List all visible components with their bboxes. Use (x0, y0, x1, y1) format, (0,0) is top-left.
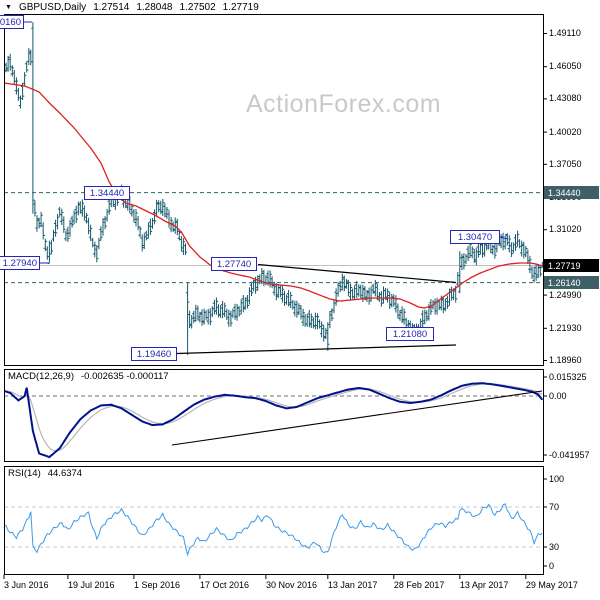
moving-average-line (4, 82, 543, 309)
current-price-chip: 1.27719 (544, 259, 599, 272)
date-axis-label: 13 Apr 2017 (459, 580, 509, 590)
symbol-period-label: GBPUSD,Daily (18, 1, 87, 13)
date-axis-label: 17 Oct 2016 (199, 580, 249, 590)
price-axis-label: 1.43080 (549, 93, 582, 104)
quote-open: 1.27514 (93, 1, 130, 13)
callout-connector-line (499, 236, 509, 240)
panel-border (4, 14, 544, 366)
macd-signal-line (4, 383, 543, 452)
key-level-chip: 1.26140 (544, 276, 599, 290)
rsi-panel-title: RSI(14) 44.6374 (8, 468, 82, 479)
macd-trendline[interactable] (171, 390, 543, 446)
price-axis-label: 1.21930 (549, 322, 582, 333)
quote-close: 1.27719 (222, 1, 259, 13)
price-axis-label: 1.49110 (549, 27, 581, 38)
price-axis-label: 1.40020 (549, 126, 582, 137)
macd-axis-label: 0.015325 (549, 371, 587, 382)
date-axis-label: 28 Feb 2017 (393, 580, 445, 590)
macd-panel-title: MACD(12,26,9) -0.002635 -0.000117 (8, 371, 169, 382)
date-axis-label: 3 Jun 2016 (4, 580, 49, 590)
date-axis-label: 30 Nov 2016 (265, 580, 317, 590)
rsi-axis-label: 100 (549, 473, 565, 484)
rsi-axis-label: 30 (549, 541, 560, 552)
date-axis-label: 29 May 2017 (525, 580, 578, 590)
rsi-panel (4, 503, 543, 557)
price-axis-label: 1.18960 (549, 355, 582, 365)
key-level-chip: 1.34440 (544, 186, 599, 200)
rsi-indicator-label: RSI(14) (8, 468, 41, 479)
date-axis-label: 13 Jan 2017 (327, 580, 378, 590)
quote-high: 1.28048 (136, 1, 173, 13)
rsi-axis-label: 70 (549, 501, 560, 512)
price-callout-label[interactable]: 1.27940 (0, 256, 40, 270)
macd-axis-label: 0.00 (549, 390, 567, 401)
rsi-axis-label: 0 (549, 560, 555, 571)
price-callout-label[interactable]: 1.30470 (450, 230, 500, 244)
macd-main-line (4, 382, 543, 459)
macd-indicator-values: -0.002635 -0.000117 (81, 371, 169, 382)
price-axis-label: 1.46050 (549, 61, 582, 72)
macd-panel (4, 382, 543, 459)
chart-title-bar: ▼ GBPUSD,Daily 1.27514 1.28048 1.27502 1… (5, 1, 259, 13)
price-callout-label[interactable]: 1.34440 (84, 186, 130, 200)
price-axis-label: 1.24990 (549, 289, 582, 300)
rsi-indicator-values: 44.6374 (47, 468, 83, 479)
watermark: ActionForex.com (246, 90, 442, 118)
quote-low: 1.27502 (179, 1, 216, 13)
date-axis-label: 19 Jul 2016 (67, 580, 115, 590)
price-trendline[interactable] (257, 263, 457, 284)
macd-indicator-label: MACD(12,26,9) (8, 371, 74, 382)
price-callout-label[interactable]: 1.19460 (131, 347, 177, 361)
symbol-dropdown-arrow: ▼ (5, 3, 12, 11)
price-axis-label: 1.37050 (549, 158, 582, 169)
price-callout-label[interactable]: 1.21080 (386, 327, 434, 341)
macd-axis-label: -0.041957 (549, 449, 590, 460)
panel-border (4, 466, 544, 575)
price-trendline[interactable] (176, 344, 457, 355)
price-axis-label: 1.31020 (549, 224, 582, 235)
rsi-line (4, 503, 543, 557)
panel-border (4, 369, 544, 462)
date-axis-label: 1 Sep 2016 (133, 580, 180, 590)
price-callout-label[interactable]: 1.27740 (211, 257, 257, 271)
price-callout-label[interactable]: 1.50160 (0, 15, 24, 29)
